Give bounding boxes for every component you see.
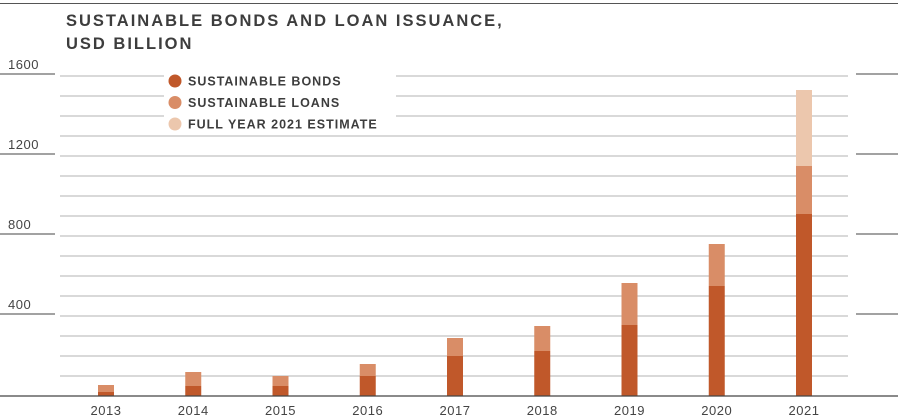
x-tick-label: 2019 <box>614 403 645 418</box>
legend-label-2: SUSTAINABLE LOANS <box>188 96 340 110</box>
y-tick-label: 1200 <box>8 137 39 152</box>
bar-2017-series-1 <box>447 356 463 396</box>
x-tick-label: 2020 <box>701 403 732 418</box>
bar-2014-series-2 <box>185 372 202 386</box>
bar-2021-series-2 <box>796 166 812 214</box>
x-tick-label: 2015 <box>265 403 296 418</box>
bar-2014-series-1 <box>185 386 202 396</box>
y-tick-label: 1600 <box>8 57 39 72</box>
bar-2016-series-1 <box>359 376 376 396</box>
x-tick-label: 2021 <box>789 403 820 418</box>
chart-title: SUSTAINABLE BONDS AND LOAN ISSUANCE, USD… <box>66 10 504 56</box>
bar-2020-series-1 <box>708 286 725 396</box>
bar-2016-series-2 <box>359 364 376 376</box>
x-tick-label: 2014 <box>178 403 209 418</box>
bar-2015-series-1 <box>272 386 289 396</box>
x-tick-label: 2018 <box>527 403 558 418</box>
chart-title-line-1: SUSTAINABLE BONDS AND LOAN ISSUANCE, <box>66 12 504 30</box>
legend-swatch-3 <box>168 117 182 131</box>
legend-label-1: SUSTAINABLE BONDS <box>188 75 342 89</box>
bar-2018-series-1 <box>534 351 551 396</box>
y-tick-label: 800 <box>8 217 31 232</box>
bar-2017-series-2 <box>447 338 463 356</box>
bar-2013-series-2 <box>98 385 114 392</box>
legend-backdrop <box>164 70 396 90</box>
y-tick-label: 400 <box>8 297 31 312</box>
x-tick-label: 2016 <box>352 403 383 418</box>
bar-2021-series-1 <box>796 214 812 396</box>
top-rule <box>0 3 898 4</box>
bar-2019-series-2 <box>621 283 638 325</box>
bar-2021-series-3 <box>796 90 812 166</box>
legend-label-3: FULL YEAR 2021 ESTIMATE <box>188 118 378 132</box>
chart-title-line-2: USD BILLION <box>66 35 194 53</box>
x-tick-label: 2013 <box>91 403 122 418</box>
legend-swatch-2 <box>168 96 182 109</box>
bar-2015-series-2 <box>272 376 289 386</box>
bar-2018-series-2 <box>534 326 551 351</box>
bar-2019-series-1 <box>621 325 638 396</box>
bar-2020-series-2 <box>708 244 725 286</box>
bar-2013-series-1 <box>98 392 114 396</box>
x-tick-label: 2017 <box>440 403 471 418</box>
legend-backdrop <box>164 91 396 112</box>
legend-swatch-1 <box>168 74 182 88</box>
legend-backdrop <box>164 113 396 133</box>
